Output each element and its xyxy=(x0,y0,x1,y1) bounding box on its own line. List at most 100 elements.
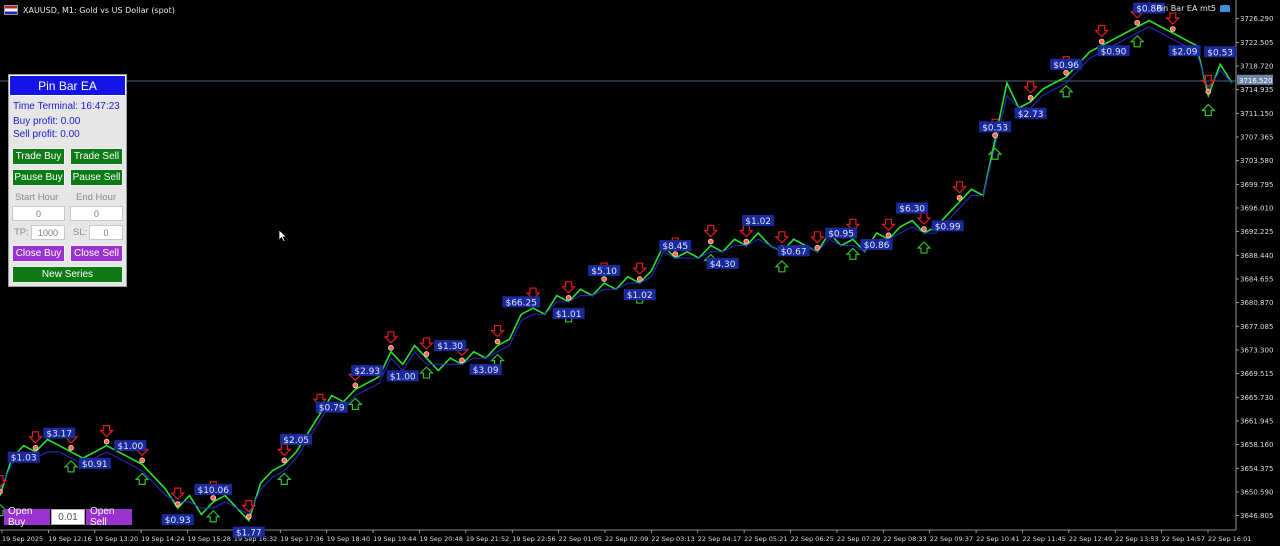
price-tick-label: 3703.580 xyxy=(1240,157,1273,165)
time-tick-label: 22 Sep 03:13 xyxy=(651,535,694,543)
pin-bar-dot xyxy=(494,338,501,345)
profit-label-box xyxy=(280,433,313,445)
profit-label-box xyxy=(78,457,111,469)
profit-label-box xyxy=(825,227,858,239)
trade-buy-button[interactable]: Trade Buy xyxy=(12,148,65,165)
profit-label-box xyxy=(469,364,502,376)
end-hour-label: End Hour xyxy=(76,192,117,203)
profit-label: $1.03 xyxy=(11,454,37,464)
chart-title: XAUUSD, M1: Gold vs US Dollar (spot) xyxy=(23,5,175,15)
time-tick-label: 19 Sep 19:44 xyxy=(373,535,416,543)
pin-bar-dot xyxy=(352,382,359,389)
sell-signal-arrow xyxy=(561,281,577,294)
profit-label: $0.91 xyxy=(82,460,108,470)
pin-bar-dot xyxy=(636,276,643,282)
chart-title-bar: XAUUSD, M1: Gold vs US Dollar (spot) xyxy=(4,3,175,17)
sell-signal-arrow xyxy=(881,218,896,232)
time-tick-label: 19 Sep 15:28 xyxy=(188,535,231,543)
profit-label: $0.96 xyxy=(1053,61,1079,71)
time-tick-label: 19 Sep 12:16 xyxy=(48,535,91,543)
open-sell-button[interactable]: Open Sell xyxy=(86,506,132,528)
price-tick-label: 3688.440 xyxy=(1240,252,1273,260)
sell-signal-arrow xyxy=(0,475,8,488)
time-tick-label: 22 Sep 11:45 xyxy=(1022,535,1065,543)
profit-label: $0.79 xyxy=(319,404,345,414)
sell-signal-arrow xyxy=(1023,81,1039,94)
pause-sell-button[interactable]: Pause Sell xyxy=(70,169,123,186)
price-tick-label: 3673.300 xyxy=(1240,346,1273,354)
close-buy-button[interactable]: Close Buy xyxy=(12,245,65,262)
sl-input[interactable]: 0 xyxy=(89,225,123,240)
ea-indicator[interactable]: Pin Bar EA mt5 xyxy=(1156,4,1230,13)
price-tick-label: 3658.160 xyxy=(1240,441,1273,449)
sell-signal-arrow xyxy=(738,224,754,238)
profit-label-box xyxy=(315,401,348,413)
start-hour-input[interactable]: 0 xyxy=(12,206,65,221)
profit-label-box xyxy=(896,202,929,214)
profit-label-box xyxy=(742,215,775,227)
open-buy-button[interactable]: Open Buy xyxy=(4,506,50,528)
pin-bar-dot xyxy=(459,357,465,364)
pause-buy-button[interactable]: Pause Buy xyxy=(12,169,65,186)
end-hour-input[interactable]: 0 xyxy=(70,206,123,221)
sell-signal-arrow xyxy=(1094,24,1110,38)
pin-bar-dot xyxy=(281,457,288,464)
pin-bar-dot xyxy=(388,345,394,351)
pin-bar-dot xyxy=(210,495,217,501)
price-tick-label: 3699.795 xyxy=(1240,181,1273,189)
trade-sell-button[interactable]: Trade Sell xyxy=(70,148,123,165)
price-tick-label: 3650.590 xyxy=(1240,488,1273,496)
time-tick-label: 19 Sep 17:36 xyxy=(280,535,323,543)
pin-bar-dot xyxy=(921,226,927,232)
time-tick-label: 22 Sep 13:53 xyxy=(1115,535,1158,543)
current-price-label: 3716.520 xyxy=(1239,77,1272,85)
price-tick-label: 3665.730 xyxy=(1240,394,1273,402)
profit-label: $4.30 xyxy=(710,260,736,270)
current-price-box xyxy=(1237,74,1273,85)
time-tick-label: 22 Sep 14:57 xyxy=(1162,535,1205,543)
price-tick-label: 3714.935 xyxy=(1240,86,1273,94)
pin-bar-dot xyxy=(743,238,750,245)
pin-bar-dot xyxy=(565,295,572,301)
sell-signal-arrow xyxy=(383,331,399,344)
profit-label: $66.25 xyxy=(505,298,537,308)
pin-bar-dot xyxy=(68,445,74,451)
price-tick-label: 3718.720 xyxy=(1240,63,1273,71)
pin-bar-dot xyxy=(707,238,714,245)
profit-label-box xyxy=(232,526,265,538)
profit-label-box xyxy=(434,340,467,352)
pin-bar-dot xyxy=(139,457,145,464)
graduation-hat-icon xyxy=(1220,5,1230,12)
panel-header[interactable]: Pin Bar EA xyxy=(9,75,126,96)
profit-label-box xyxy=(659,240,692,252)
profit-label-box xyxy=(1097,45,1130,57)
sell-signal-arrow xyxy=(1165,12,1181,25)
profit-label: $1.02 xyxy=(745,217,771,227)
price-tick-label: 3692.225 xyxy=(1240,228,1273,236)
close-sell-button[interactable]: Close Sell xyxy=(70,245,123,262)
sell-signal-arrow xyxy=(632,262,648,275)
buy-signal-arrow xyxy=(774,259,790,273)
profit-label: $1.00 xyxy=(390,372,416,382)
tp-input[interactable]: 1000 xyxy=(31,225,65,240)
profit-label: $1.01 xyxy=(556,310,582,320)
buy-signal-arrow xyxy=(276,472,292,485)
profit-label-box xyxy=(161,514,194,526)
pin-bar-dot xyxy=(1205,88,1212,95)
time-tick-label: 19 Sep 18:40 xyxy=(327,535,370,543)
lot-size-input[interactable]: 0.01 xyxy=(51,509,85,525)
pin-bar-dot xyxy=(992,132,998,139)
time-tick-label: 19 Sep 16:32 xyxy=(234,535,277,543)
profit-label: $2.09 xyxy=(1172,47,1198,57)
buy-signal-arrow xyxy=(1129,34,1145,48)
tp-label: TP: xyxy=(14,227,29,238)
time-tick-label: 22 Sep 01:05 xyxy=(559,535,602,543)
sell-signal-arrow xyxy=(276,443,292,457)
new-series-button[interactable]: New Series xyxy=(12,266,123,283)
sl-label: SL: xyxy=(73,227,88,238)
buy-signal-arrow xyxy=(419,366,434,379)
time-tick-label: 22 Sep 16:01 xyxy=(1208,535,1251,543)
profit-label: $1.77 xyxy=(236,529,262,539)
buy-signal-arrow xyxy=(987,147,1003,160)
